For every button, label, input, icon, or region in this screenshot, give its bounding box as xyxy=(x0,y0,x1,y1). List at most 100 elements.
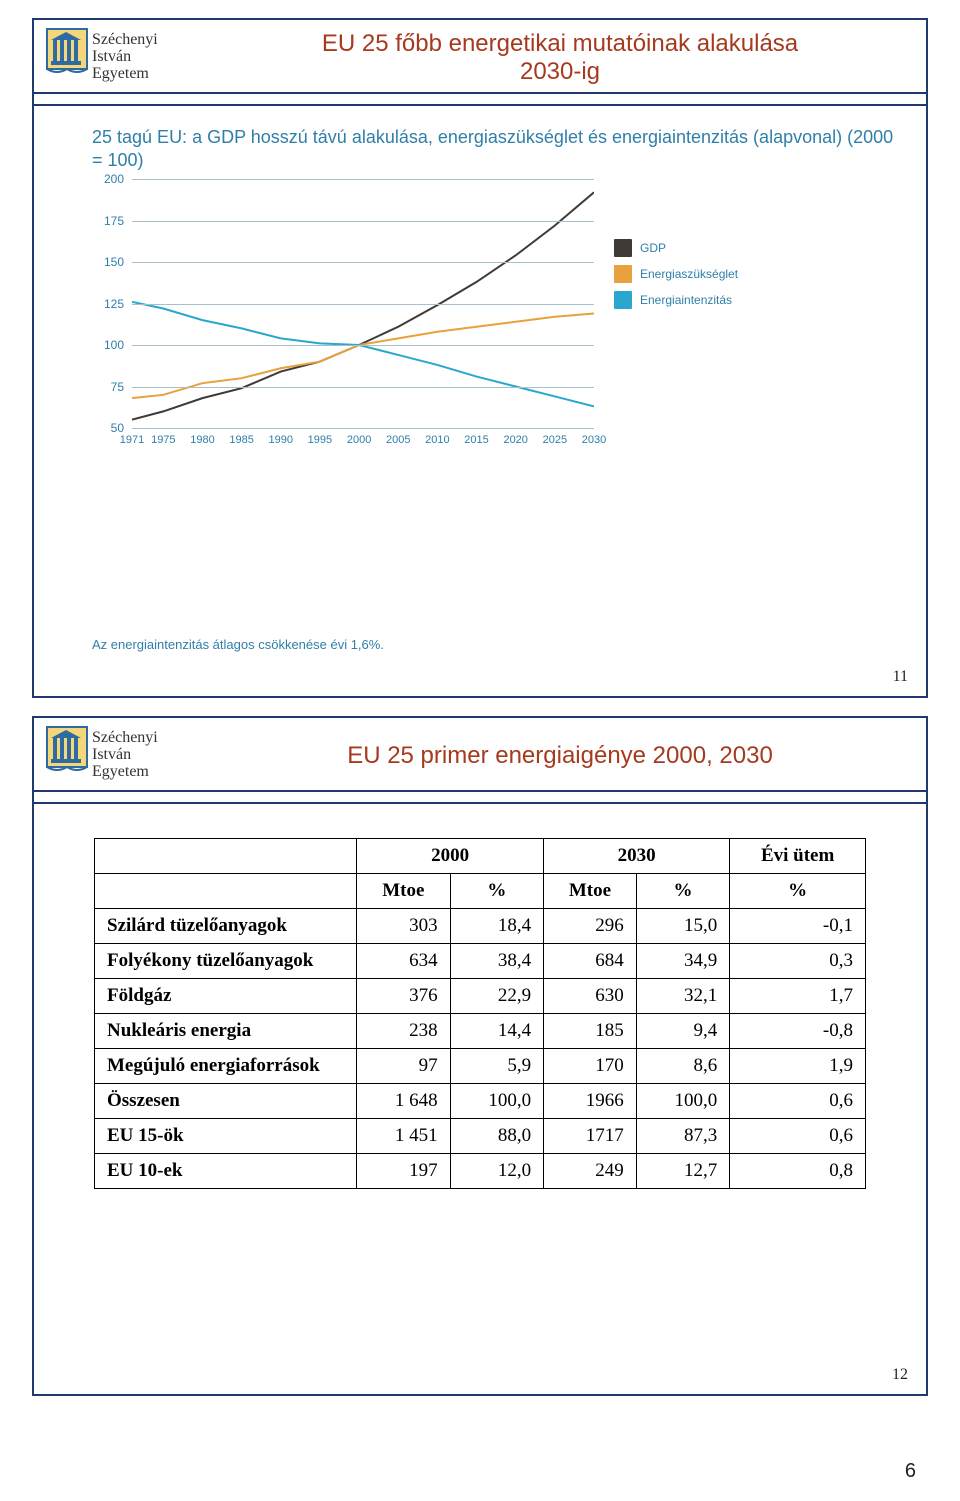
table-row-label: Megújuló energiaforrások xyxy=(95,1049,357,1084)
table-row: Földgáz37622,963032,11,7 xyxy=(95,979,866,1014)
table-row-label: Földgáz xyxy=(95,979,357,1014)
legend-swatch xyxy=(614,265,632,283)
legend-label: Energiaszükséglet xyxy=(640,267,738,281)
table-row: EU 10-ek19712,024912,70,8 xyxy=(95,1154,866,1189)
header-rule-2 xyxy=(34,104,926,106)
chart-title: 25 tagú EU: a GDP hosszú távú alakulása,… xyxy=(44,114,916,179)
table-row: Szilárd tüzelőanyagok30318,429615,0-0,1 xyxy=(95,909,866,944)
chart-gridline xyxy=(132,221,594,222)
page-number: 6 xyxy=(905,1460,916,1483)
table-cell: 8,6 xyxy=(636,1049,729,1084)
table-cell: 197 xyxy=(357,1154,450,1189)
slide-12: Széchenyi István Egyetem EU 25 primer en… xyxy=(32,716,928,1396)
university-name-line2: István xyxy=(92,747,158,764)
university-name-line1: Széchenyi xyxy=(92,32,158,49)
table-cell: 170 xyxy=(544,1049,637,1084)
table-header-cell xyxy=(95,839,357,874)
chart-ytick-label: 75 xyxy=(111,380,132,394)
table-header-cell xyxy=(95,874,357,909)
chart-pane: 25 tagú EU: a GDP hosszú távú alakulása,… xyxy=(44,114,916,656)
slide-11-number: 11 xyxy=(893,668,908,686)
table-cell: 1 648 xyxy=(357,1084,450,1119)
chart-xtick-label: 2025 xyxy=(543,428,567,446)
chart-xtick-label: 1990 xyxy=(269,428,293,446)
slide-11-title-line2: 2030-ig xyxy=(520,58,600,85)
table-cell: 1,7 xyxy=(730,979,866,1014)
table-cell: 14,4 xyxy=(450,1014,543,1049)
slide-11-title: EU 25 főbb energetikai mutatóinak alakul… xyxy=(214,30,906,85)
table-header-cell: 2030 xyxy=(544,839,730,874)
chart-legend: GDP Energiaszükséglet Energiaintenzitás xyxy=(614,239,794,317)
chart-series-line xyxy=(132,302,594,407)
table-row-label: Folyékony tüzelőanyagok xyxy=(95,944,357,979)
table-row-label: Összesen xyxy=(95,1084,357,1119)
table-cell: 630 xyxy=(544,979,637,1014)
chart-ytick-label: 125 xyxy=(104,297,132,311)
legend-item: Energiaszükséglet xyxy=(614,265,794,283)
table-cell: 15,0 xyxy=(636,909,729,944)
table-cell: 0,8 xyxy=(730,1154,866,1189)
university-name-line1: Széchenyi xyxy=(92,730,158,747)
table-header-cell: Mtoe xyxy=(544,874,637,909)
table-cell: 185 xyxy=(544,1014,637,1049)
chart-gridline xyxy=(132,262,594,263)
table-row: Megújuló energiaforrások975,91708,61,9 xyxy=(95,1049,866,1084)
table-cell: 32,1 xyxy=(636,979,729,1014)
legend-swatch xyxy=(614,291,632,309)
table-header-cell: Mtoe xyxy=(357,874,450,909)
table-row: Összesen1 648100,01966100,00,6 xyxy=(95,1084,866,1119)
chart-xtick-label: 1971 xyxy=(120,428,144,446)
chart-xtick-label: 2010 xyxy=(425,428,449,446)
chart-xtick-label: 1980 xyxy=(190,428,214,446)
table-header-cell: % xyxy=(636,874,729,909)
chart-plot: 5075100125150175200197119751980198519901… xyxy=(132,179,594,429)
table-row: Nukleáris energia23814,41859,4-0,8 xyxy=(95,1014,866,1049)
table-cell: 88,0 xyxy=(450,1119,543,1154)
university-logo-block: Széchenyi István Egyetem xyxy=(46,726,196,780)
chart-ytick-label: 200 xyxy=(104,172,132,186)
table-row: EU 15-ök1 45188,0171787,30,6 xyxy=(95,1119,866,1154)
table-row-label: EU 10-ek xyxy=(95,1154,357,1189)
chart-ytick-label: 175 xyxy=(104,214,132,228)
university-name-line3: Egyetem xyxy=(92,764,158,781)
slide-11: Széchenyi István Egyetem EU 25 főbb ener… xyxy=(32,18,928,698)
table-cell: 296 xyxy=(544,909,637,944)
chart-xtick-label: 2030 xyxy=(582,428,606,446)
table-cell: 249 xyxy=(544,1154,637,1189)
table-cell: -0,8 xyxy=(730,1014,866,1049)
legend-label: GDP xyxy=(640,241,666,255)
university-logo-icon xyxy=(46,726,88,774)
table-cell: 0,6 xyxy=(730,1119,866,1154)
table-cell: 34,9 xyxy=(636,944,729,979)
table-cell: 1966 xyxy=(544,1084,637,1119)
university-name: Széchenyi István Egyetem xyxy=(92,32,158,82)
university-name: Széchenyi István Egyetem xyxy=(92,730,158,780)
table-row-label: Szilárd tüzelőanyagok xyxy=(95,909,357,944)
table-cell: 1 451 xyxy=(357,1119,450,1154)
legend-label: Energiaintenzitás xyxy=(640,293,732,307)
table-cell: 12,0 xyxy=(450,1154,543,1189)
table-cell: -0,1 xyxy=(730,909,866,944)
table-header-cell: % xyxy=(450,874,543,909)
slide-11-header: Széchenyi István Egyetem EU 25 főbb ener… xyxy=(34,20,926,92)
chart-xtick-label: 1985 xyxy=(229,428,253,446)
table-cell: 303 xyxy=(357,909,450,944)
chart-area: 5075100125150175200197119751980198519901… xyxy=(74,179,794,469)
chart-xtick-label: 1995 xyxy=(308,428,332,446)
header-rule-2 xyxy=(34,802,926,804)
table-header-cell: % xyxy=(730,874,866,909)
legend-swatch xyxy=(614,239,632,257)
table-cell: 634 xyxy=(357,944,450,979)
slide-12-title: EU 25 primer energiaigénye 2000, 2030 xyxy=(214,742,906,770)
chart-xtick-label: 1975 xyxy=(151,428,175,446)
university-name-line2: István xyxy=(92,49,158,66)
table-header-cell: Évi ütem xyxy=(730,839,866,874)
header-rule-1 xyxy=(34,92,926,94)
table-cell: 684 xyxy=(544,944,637,979)
chart-ytick-label: 100 xyxy=(104,338,132,352)
table-cell: 18,4 xyxy=(450,909,543,944)
table-cell: 0,3 xyxy=(730,944,866,979)
header-rule-1 xyxy=(34,790,926,792)
table-cell: 238 xyxy=(357,1014,450,1049)
table-cell: 22,9 xyxy=(450,979,543,1014)
